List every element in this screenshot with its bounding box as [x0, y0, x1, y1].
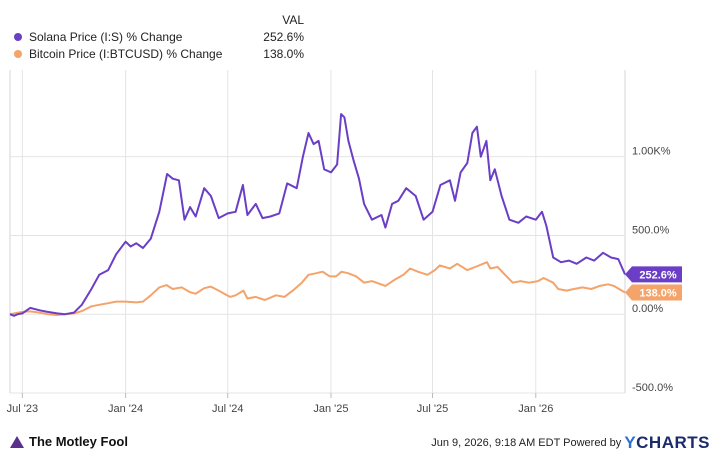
solana-end-label: 252.6% — [625, 266, 682, 283]
powered-by-label: Powered by — [563, 437, 622, 449]
end-label-flag — [625, 284, 682, 301]
solana-series-dot-icon — [14, 33, 22, 41]
ycharts-logo[interactable]: YCHARTS — [624, 433, 710, 452]
legend-item-value: 252.6% — [263, 30, 304, 44]
chart-end-labels: 252.6% 138.0% — [625, 266, 682, 301]
end-label-flag — [625, 266, 682, 283]
chart-timestamp: Jun 9, 2026, 9:18 AM EDT — [431, 437, 561, 449]
legend-item-value: 138.0% — [263, 47, 304, 61]
x-tick-label: Jan '26 — [518, 403, 553, 415]
motley-fool-logo[interactable]: The Motley Fool — [10, 434, 128, 449]
x-tick-label: Jan '25 — [313, 403, 348, 415]
x-tick-label: Jan '24 — [108, 403, 143, 415]
bitcoin-series-dot-icon — [14, 50, 22, 58]
bitcoin-end-label: 138.0% — [625, 284, 682, 301]
y-tick-label: 500.0% — [632, 224, 670, 236]
legend-value-header: VAL — [282, 13, 304, 27]
chart-grid — [9, 70, 626, 398]
ycharts-wordmark: CHARTS — [636, 433, 710, 452]
y-tick-label: 1.00K% — [632, 146, 671, 158]
legend-item-label: Bitcoin Price (I:BTCUSD) % Change — [29, 47, 223, 61]
brand-name: The Motley Fool — [29, 434, 128, 449]
end-label-text: 252.6% — [639, 269, 677, 281]
ycharts-y-glyph: Y — [624, 433, 637, 452]
x-tick-label: Jul '24 — [212, 403, 243, 415]
end-label-text: 138.0% — [639, 287, 677, 299]
y-tick-label: 0.00% — [632, 303, 663, 315]
legend-item-label: Solana Price (I:S) % Change — [29, 30, 183, 44]
y-tick-label: -500.0% — [632, 382, 673, 394]
solana-series-line — [9, 113, 626, 317]
chart-ticks: 1.00K% 500.0% 0.00% -500.0% Jul '23 Jan '24 Ju… — [7, 146, 674, 415]
bitcoin-series-line — [9, 261, 626, 316]
chart-footer: Jun 9, 2026, 9:18 AM EDT Powered by YCHA… — [431, 433, 710, 453]
x-tick-label: Jul '23 — [7, 403, 38, 415]
chart-series — [9, 113, 626, 317]
x-tick-label: Jul '25 — [417, 403, 448, 415]
jester-hat-icon — [10, 436, 24, 448]
